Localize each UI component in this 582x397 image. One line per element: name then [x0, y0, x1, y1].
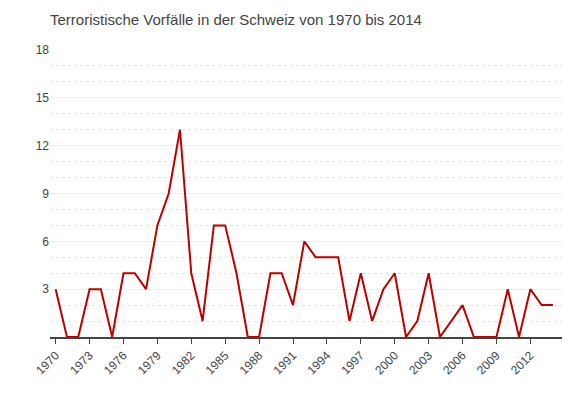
svg-text:2000: 2000	[372, 348, 401, 377]
svg-text:1973: 1973	[67, 348, 96, 377]
svg-text:1982: 1982	[169, 348, 198, 377]
svg-text:1991: 1991	[271, 348, 300, 377]
svg-text:15: 15	[36, 91, 50, 105]
svg-text:6: 6	[42, 235, 49, 249]
svg-text:1985: 1985	[203, 348, 232, 377]
svg-text:Terroristische Vorfälle in der: Terroristische Vorfälle in der Schweiz v…	[50, 11, 422, 28]
svg-text:2012: 2012	[508, 348, 537, 377]
svg-text:1988: 1988	[237, 348, 266, 377]
svg-text:1994: 1994	[304, 348, 333, 377]
svg-text:9: 9	[42, 187, 49, 201]
svg-text:18: 18	[36, 43, 50, 57]
svg-text:2006: 2006	[440, 348, 469, 377]
svg-text:1976: 1976	[101, 348, 130, 377]
svg-text:2003: 2003	[406, 348, 435, 377]
svg-text:1997: 1997	[338, 348, 367, 377]
svg-text:12: 12	[36, 139, 50, 153]
svg-text:3: 3	[42, 282, 49, 296]
svg-text:1979: 1979	[135, 348, 164, 377]
svg-text:2009: 2009	[474, 348, 503, 377]
svg-text:1970: 1970	[33, 348, 62, 377]
